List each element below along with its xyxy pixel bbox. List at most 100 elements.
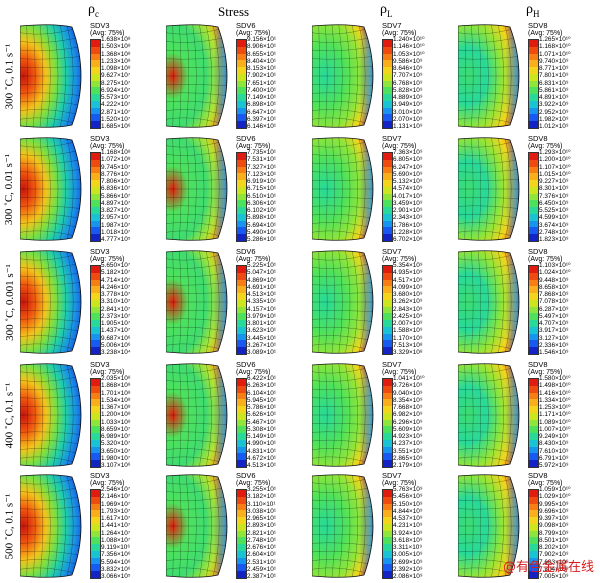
contour-panel: SDV8 (Avg: 75%) 1.059×10¹⁰ 1.029×10¹⁰ 9.995×… (457, 470, 598, 582)
legend-value: 8.153×10¹ (247, 65, 276, 72)
legend-swatch (383, 180, 392, 187)
mesh-line (312, 24, 373, 35)
mesh-line (166, 310, 227, 313)
mesh-line (166, 137, 227, 148)
mesh-line (458, 567, 519, 578)
mesh-line (20, 205, 81, 210)
mesh-line (484, 137, 489, 241)
mesh-line (20, 92, 81, 97)
mesh-line (199, 137, 205, 241)
legend-value: 1.131×10⁹ (393, 123, 423, 130)
legend-swatch (91, 46, 100, 54)
legend-swatch (529, 426, 538, 434)
legend-value: 2.007×10⁹ (393, 320, 423, 327)
mesh-line (179, 363, 182, 467)
mesh-line (312, 44, 373, 52)
legend-value: 7.735×10¹ (247, 149, 276, 156)
legend-swatch (529, 94, 538, 101)
mesh-line (312, 494, 373, 502)
mesh-line (166, 197, 227, 200)
mesh-line (458, 383, 519, 391)
legend-value: 5.354×10⁹ (393, 262, 423, 269)
mesh-line (166, 24, 227, 35)
mesh-line (312, 448, 373, 457)
contour-mesh (457, 363, 520, 467)
mesh-line (172, 137, 174, 241)
mesh-line (166, 250, 227, 261)
legend-swatch (237, 87, 246, 95)
contour-plot (311, 137, 380, 241)
legend-value: 9.119×10⁶ (101, 544, 130, 551)
legend-swatch (237, 73, 246, 81)
legend-swatch (91, 379, 100, 386)
legend-swatch (237, 299, 246, 307)
mesh-line (212, 363, 220, 467)
mesh-line (20, 394, 81, 399)
legend-swatch (529, 550, 538, 558)
legend-colorbar (382, 378, 393, 468)
legend-swatch (529, 496, 538, 504)
legend-value: 5.594×10⁶ (101, 558, 131, 566)
color-legend: SDV3 (Avg: 75%) 5.650×10⁷ 5.182×10⁷ 4.714×10… (90, 248, 160, 356)
legend-value: 3.674×10⁹ (539, 221, 569, 229)
legend-swatch (529, 571, 538, 578)
mesh-line (39, 24, 43, 128)
legend-value: 9.687×10⁶ (101, 334, 131, 342)
contour-panel: SDV6 (Avg: 75%) 6.422×10¹ 6.263×10¹ 6.104×10… (165, 359, 306, 471)
mesh-line (20, 281, 81, 286)
legend-averaging: (Avg: 75%) (382, 30, 417, 37)
legend-value: 1.033×10⁸ (101, 418, 131, 426)
mesh-line (312, 281, 373, 286)
legend-variable: SDV3 (90, 247, 110, 256)
legend-swatch (529, 392, 538, 400)
legend-value: 9.696×10⁹ (539, 507, 569, 515)
legend-value: 8.501×10⁹ (539, 536, 569, 544)
legend-colorbar (382, 489, 393, 579)
mesh-line (458, 542, 519, 547)
legend-swatch (529, 406, 538, 413)
mesh-line (205, 363, 212, 467)
mesh-line (491, 474, 497, 578)
legend-swatch (91, 571, 100, 578)
mesh-line (312, 550, 373, 558)
legend-value: 7.668×10⁹ (393, 404, 423, 411)
legend-swatch (383, 73, 392, 81)
mesh-line (192, 250, 197, 354)
legend-swatch (237, 550, 246, 558)
specimen-outline (311, 250, 374, 354)
legend-values: 1.293×10¹⁰ 1.200×10¹⁰ 1.107×10¹⁰ 1.015×10¹⁰… (539, 149, 599, 243)
legend-swatch (529, 523, 538, 531)
legend-values: 7.363×10⁹ 6.805×10⁹ 6.247×10⁹ 5.690×10⁹ 5.13… (393, 149, 453, 243)
legend-swatch (383, 234, 392, 241)
legend-swatch (383, 53, 392, 61)
contour-plot (19, 24, 88, 128)
legend-swatch (529, 153, 538, 160)
mesh-line (338, 24, 343, 128)
legend-swatch (383, 333, 392, 341)
legend-colorbar (382, 39, 393, 129)
legend-swatch (237, 186, 246, 194)
contour-panel: SDV7 (Avg: 75%) 1.041×10¹⁰ 9.726×10⁹ 9.040×1… (311, 359, 452, 471)
mesh-line (358, 363, 366, 467)
contour-panel: SDV6 (Avg: 75%) 7.735×10¹ 7.531×10¹ 7.327×10… (165, 133, 306, 245)
legend-swatch (237, 173, 246, 181)
legend-swatch (529, 180, 538, 187)
mesh-line (20, 310, 81, 313)
specimen-outline (19, 474, 82, 578)
legend-value: 3.238×10⁴ (101, 349, 131, 356)
legend-swatch (529, 320, 538, 327)
mesh-line (166, 335, 227, 344)
mesh-line (358, 250, 366, 354)
mesh-line (66, 137, 74, 241)
mesh-line (20, 335, 81, 344)
legend-swatch (237, 153, 246, 160)
mesh-line (20, 550, 81, 558)
legend-averaging: (Avg: 75%) (382, 369, 417, 376)
contour-plot (457, 363, 526, 467)
column-header-stress: Stress (218, 4, 249, 22)
legend-swatch (91, 523, 100, 531)
legend-value: 1.012×10⁹ (539, 123, 569, 130)
legend-variable: SDV6 (236, 21, 256, 30)
mesh-line (20, 197, 81, 200)
legend-value: 3.949×10⁹ (393, 101, 423, 109)
